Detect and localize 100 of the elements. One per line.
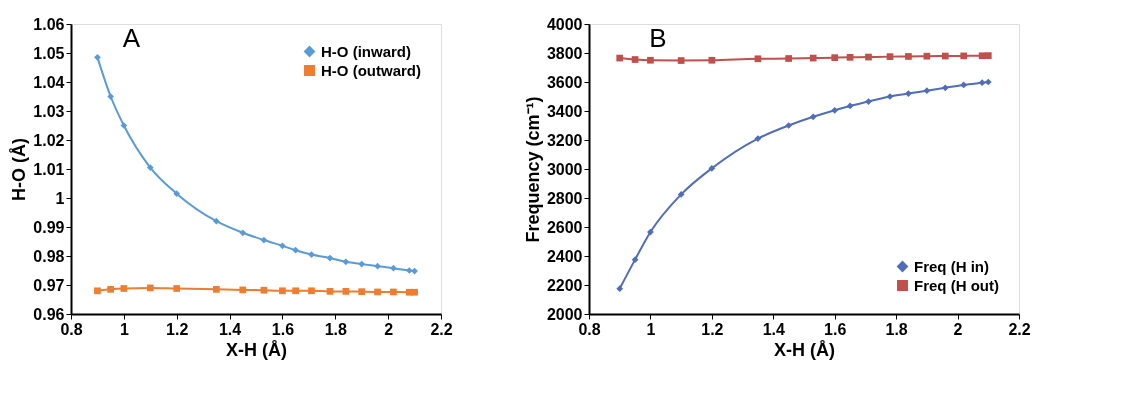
y-tick-label: 1 (55, 189, 65, 207)
y-tick-label: 1.02 (33, 131, 65, 149)
point (308, 251, 315, 258)
x-tick-label: 2 (953, 320, 963, 338)
point (279, 287, 286, 295)
point (785, 55, 792, 62)
x-tick-label: 0.8 (578, 320, 601, 338)
x-tick-label: 1.2 (701, 320, 724, 338)
x-tick-label: 2.2 (430, 320, 453, 338)
y-tick-label: 0.98 (33, 247, 65, 265)
x-tick-label: 1.2 (166, 320, 189, 338)
y-tick-label: 0.97 (33, 276, 65, 294)
x-tick-label: 1 (119, 320, 129, 338)
y-tick-label: 4000 (546, 15, 583, 33)
y-tick-label: 3800 (546, 44, 583, 62)
x-tick-label: 1.4 (218, 320, 242, 338)
point (708, 164, 716, 172)
point (809, 54, 817, 62)
y-tick-label: 1.05 (33, 44, 65, 62)
point (342, 288, 350, 295)
y-tick-label: 3400 (546, 102, 583, 120)
point (616, 285, 624, 292)
y-axis-title: Frequency (cm⁻¹) (522, 96, 543, 243)
x-tick-label: 1.8 (324, 320, 347, 338)
point (279, 242, 286, 250)
y-tick-label: 1.04 (33, 73, 65, 91)
point (94, 54, 101, 61)
point (785, 122, 792, 129)
x-tick-label: 0.8 (60, 320, 83, 338)
point (831, 106, 839, 114)
point (411, 288, 418, 296)
x-tick-label: 1.6 (824, 320, 847, 338)
y-tick-label: 3000 (546, 160, 583, 178)
point (978, 52, 986, 60)
point (754, 55, 762, 63)
point (978, 79, 986, 87)
point (984, 52, 992, 59)
point (865, 98, 872, 105)
x-axis-title: X-H (Å) (774, 339, 835, 360)
y-tick-label: 1.06 (33, 15, 65, 33)
point (374, 262, 381, 270)
point (923, 87, 931, 95)
point (120, 122, 128, 129)
point (173, 285, 181, 292)
point (631, 56, 639, 63)
y-tick-label: 2800 (546, 189, 583, 207)
point (308, 287, 315, 295)
point (358, 288, 366, 296)
point (292, 287, 299, 295)
point (905, 90, 912, 97)
point (146, 284, 154, 292)
point (390, 288, 397, 296)
point (405, 267, 413, 274)
point (374, 288, 381, 296)
point (326, 288, 334, 295)
point (239, 286, 247, 294)
x-tick-label: 2 (384, 320, 394, 338)
point (260, 236, 268, 244)
point (647, 56, 654, 64)
x-tick-label: 2.2 (1008, 320, 1031, 338)
point (923, 52, 931, 60)
y-tick-label: 0.96 (33, 305, 65, 323)
point (326, 254, 334, 262)
point (631, 256, 639, 263)
point (905, 53, 912, 60)
point (173, 190, 181, 197)
y-tick-label: 2000 (546, 305, 583, 323)
legend-label: Freq (H in) (914, 257, 989, 275)
y-tick-label: 1.03 (33, 102, 65, 120)
y-tick-label: 0.99 (33, 218, 65, 236)
point (292, 246, 299, 254)
point (213, 286, 220, 293)
y-tick-label: 2400 (546, 247, 583, 265)
y-tick-label: 3600 (546, 73, 583, 91)
point (107, 286, 114, 293)
point (213, 217, 220, 225)
point (960, 52, 968, 60)
legend-label: Freq (H out) (914, 276, 999, 294)
y-tick-label: 2600 (546, 218, 583, 236)
legend-label: H-O (outward) (321, 61, 421, 79)
x-axis-title: X-H (Å) (226, 339, 287, 360)
point (358, 260, 366, 268)
point (239, 229, 247, 237)
point (886, 53, 894, 60)
point (846, 102, 854, 110)
point (984, 78, 992, 86)
point (677, 191, 685, 198)
point (708, 56, 716, 64)
point (941, 52, 949, 60)
x-tick-label: 1.4 (762, 320, 785, 338)
point (941, 84, 949, 92)
point (831, 54, 839, 61)
y-tick-label: 1.01 (33, 160, 65, 178)
point (616, 54, 624, 62)
point (94, 287, 101, 295)
point (120, 285, 128, 292)
point (146, 164, 154, 171)
legend-label: H-O (inward) (321, 42, 411, 60)
point (865, 53, 872, 61)
chart-title: A (122, 23, 141, 53)
